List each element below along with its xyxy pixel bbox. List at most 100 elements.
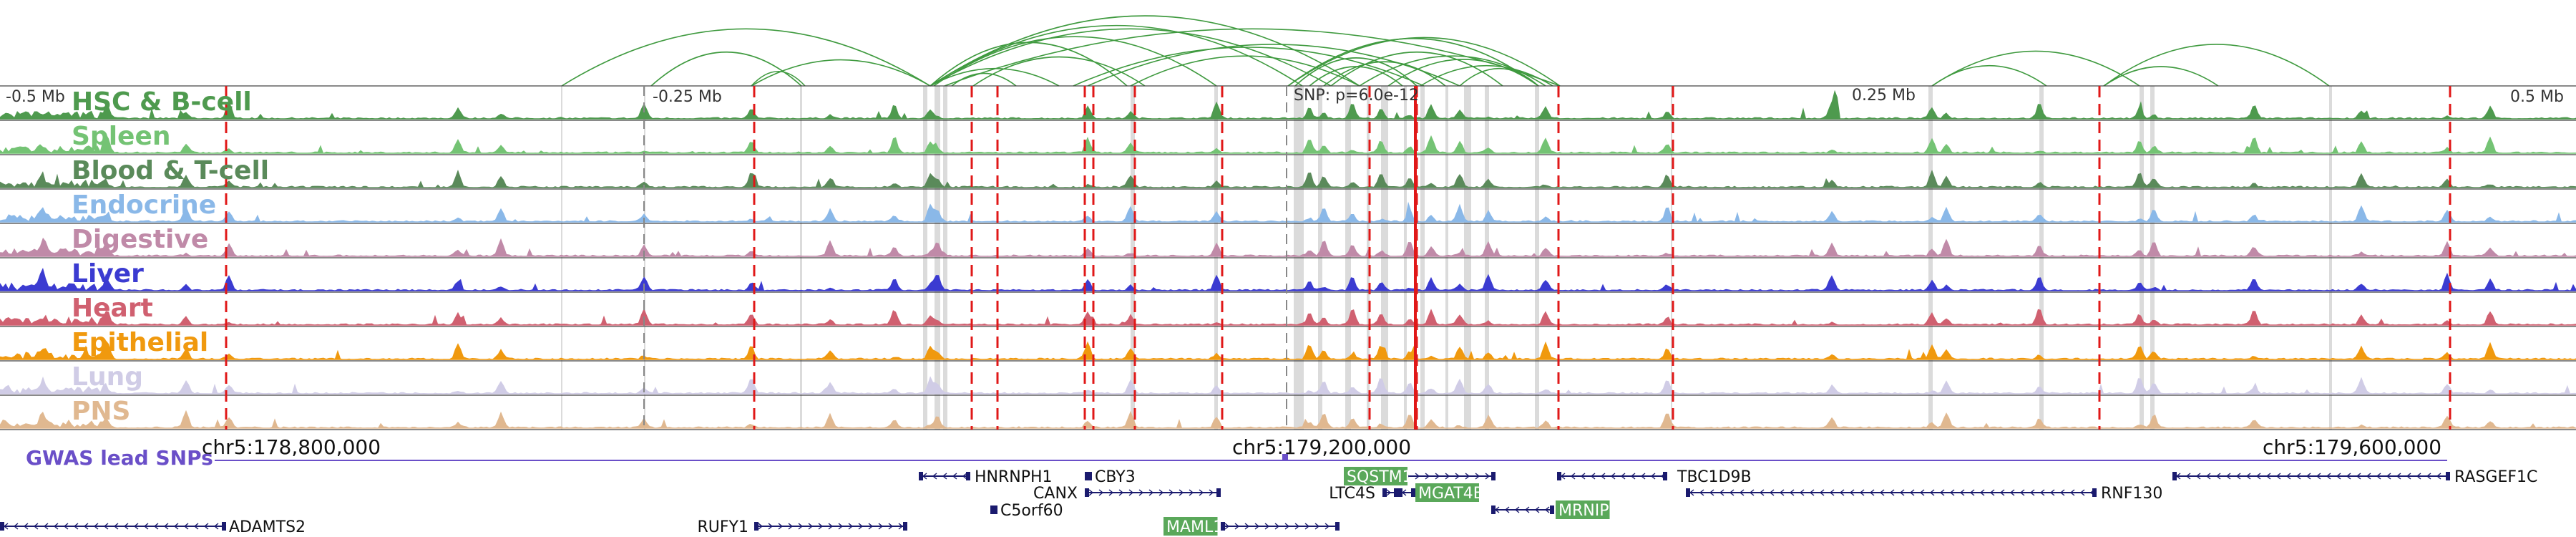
chromatin-loop-arc	[1359, 55, 1546, 87]
track-pns	[0, 395, 2576, 429]
track-label: Epithelial	[72, 328, 208, 357]
gene-label: MRNIP	[1558, 502, 1609, 520]
track-signal	[0, 237, 2576, 256]
chromatin-loop-arc	[751, 70, 806, 87]
gene-label: CBY3	[1095, 468, 1136, 486]
gene-adamts2: ADAMTS2	[0, 518, 306, 536]
gene-highlight	[1415, 483, 1479, 502]
track-labels: HSC & B-cell Spleen Blood & T-cell Endocrin…	[72, 87, 269, 426]
chromatin-loop-arc	[1387, 59, 1539, 87]
track-signal	[0, 90, 2576, 119]
track-digestive	[0, 223, 2576, 257]
track-signal	[0, 340, 2576, 359]
gene-tbc1d9b: TBC1D9B	[1557, 468, 1752, 486]
chromatin-loop-arc	[944, 28, 1561, 87]
chromatin-loop-arc	[1073, 47, 1425, 87]
track-label: HSC & B-cell	[72, 87, 252, 117]
gene-hnrnph1: HNRNPH1	[919, 468, 1053, 486]
gene-mrnip: MRNIP	[1491, 500, 1610, 520]
chromatin-loop-arc	[1459, 67, 1539, 87]
gwas-snp-mark	[1282, 454, 1288, 461]
chromatin-loop-arc	[1420, 64, 1553, 87]
track-hsc-b-cell	[0, 85, 2576, 120]
track-liver	[0, 257, 2576, 291]
track-epithelial	[0, 326, 2576, 360]
track-label: Digestive	[72, 225, 208, 254]
coord-label-2: chr5:179,200,000	[1232, 435, 1411, 459]
gene-ltc4s: LTC4S	[1329, 485, 1398, 503]
signal-tracks	[0, 85, 2576, 430]
chromatin-loop-arc	[650, 52, 802, 87]
chromatin-loop-arc	[1931, 50, 2140, 87]
track-spleen	[0, 120, 2576, 154]
track-endocrine	[0, 188, 2576, 223]
track-label: Spleen	[72, 122, 171, 151]
coord-label-3: chr5:179,600,000	[2263, 435, 2441, 459]
track-label: Heart	[72, 294, 153, 323]
chromatin-loop-arc	[1294, 57, 1418, 87]
track-label: Blood & T-cell	[72, 156, 269, 185]
track-blood-t-cell	[0, 154, 2576, 188]
distance-ruler: -0.5 Mb -0.25 Mb SNP: p=6.0e-12 0.25 Mb …	[6, 87, 2564, 106]
track-signal	[0, 133, 2576, 153]
track-heart	[0, 291, 2576, 326]
track-signal	[0, 201, 2576, 222]
gene-cby3: CBY3	[1085, 468, 1136, 486]
track-signal	[0, 268, 2576, 291]
gene-label: CANX	[1033, 485, 1078, 503]
gene-label: RUFY1	[698, 518, 748, 536]
chromatin-loop-arc	[1330, 52, 1503, 87]
ruler-label-snp: SNP: p=6.0e-12	[1294, 87, 1419, 105]
chromatin-loop-arc	[930, 24, 1303, 87]
track-label: Endocrine	[72, 190, 216, 220]
gene-rufy1: RUFY1	[698, 518, 907, 536]
snp-position-lines	[225, 86, 2451, 430]
coordinate-axis: chr5:178,800,000 chr5:179,200,000 chr5:1…	[26, 435, 2447, 470]
chromatin-loop-arc	[1323, 61, 1446, 87]
gene-label: LTC4S	[1329, 485, 1375, 503]
chromatin-loop-arc	[1087, 44, 1460, 87]
gene-label: C5orf60	[1000, 502, 1063, 520]
gene-c5orf60: C5orf60	[990, 502, 1063, 520]
gene-maml1: MAML1	[1163, 517, 1340, 536]
chromatin-loop-arc	[972, 56, 1146, 87]
gene-rnf130: RNF130	[1686, 485, 2162, 503]
gene-label: MAML1	[1166, 518, 1223, 536]
gene-label: SQSTM1	[1347, 468, 1413, 486]
gene-label: ADAMTS2	[229, 518, 306, 536]
track-signal	[0, 410, 2576, 428]
coord-label-1: chr5:178,800,000	[202, 435, 381, 459]
chromatin-loop-arc	[2103, 44, 2330, 87]
gene-canx: CANX	[1033, 485, 1221, 503]
gene-label: RASGEF1C	[2454, 468, 2537, 486]
gene-mgat4b: MGAT4B	[1398, 483, 1484, 503]
chromatin-loop-arc	[1130, 55, 1360, 87]
gene-sqstm1: SQSTM1	[1344, 467, 1496, 486]
track-label: Lung	[72, 362, 143, 392]
gene-label: TBC1D9B	[1677, 468, 1752, 486]
ruler-label-plus-quarter: 0.25 Mb	[1852, 87, 1916, 105]
track-label: PNS	[72, 397, 130, 426]
track-signal	[0, 308, 2576, 325]
gene-highlight	[1556, 500, 1610, 519]
chromatin-loop-arc	[930, 42, 1128, 87]
ruler-label-minus-half: -0.5 Mb	[6, 88, 65, 106]
chromatin-loop-arc	[1931, 64, 2047, 87]
gene-label: RNF130	[2101, 485, 2162, 503]
chromatin-loop-arc	[1287, 38, 1539, 87]
gene-label: MGAT4B	[1418, 485, 1484, 503]
chromatin-loops	[561, 15, 2330, 87]
track-signal	[0, 170, 2576, 188]
chromatin-loop-arc	[561, 28, 931, 87]
chromatin-loop-arc	[1287, 37, 1561, 87]
chromatin-loop-arc	[933, 36, 1217, 87]
gwas-track-label: GWAS lead SNPs	[26, 446, 213, 470]
gene-rasgef1c: RASGEF1C	[2172, 468, 2537, 486]
track-signal	[0, 376, 2576, 394]
gene-highlight	[1344, 467, 1407, 485]
track-lung	[0, 360, 2576, 395]
chromatin-loop-arc	[2103, 66, 2219, 87]
ruler-label-minus-quarter: -0.25 Mb	[653, 88, 722, 106]
